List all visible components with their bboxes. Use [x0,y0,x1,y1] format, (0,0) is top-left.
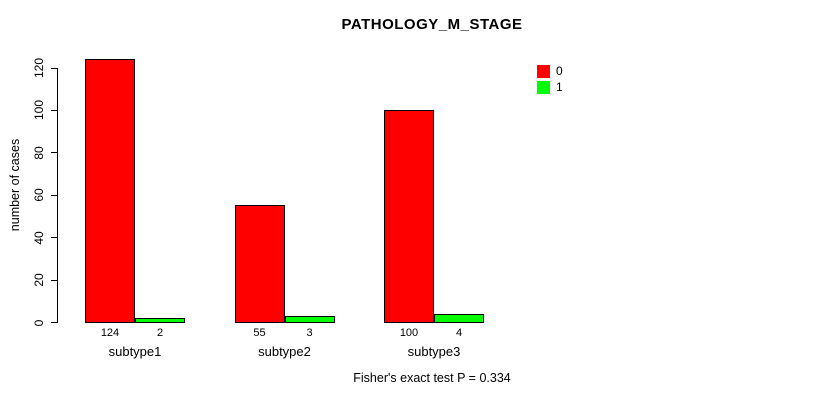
y-axis-tick [51,279,57,281]
bar-series0-subtype3 [384,109,434,323]
y-axis-tick-label: 60 [32,188,46,202]
legend-swatch-0 [537,64,550,78]
y-axis-line [57,67,58,323]
legend-label: 1 [556,80,563,94]
bar-count-label: 4 [455,327,463,339]
bar-series1-subtype1 [135,317,185,323]
y-axis-tick-label: 40 [32,230,46,245]
y-axis-tick [51,322,57,323]
legend-item: 0 [537,64,563,78]
y-axis-tick [51,194,57,196]
y-axis-tick [51,237,57,239]
y-axis-tick [51,152,57,154]
bar-count-label: 2 [156,327,164,339]
y-axis-label: number of cases [8,138,22,232]
chart-title: PATHOLOGY_M_STAGE [341,16,523,33]
y-axis-tick-label: 0 [32,319,46,326]
bar-count-label: 55 [253,327,266,339]
bar-series0-subtype2 [234,205,285,323]
y-axis-tick-label: 20 [32,273,46,287]
bar-count-label: 3 [306,327,313,339]
y-axis-tick [51,109,57,111]
x-category-label: subtype3 [407,344,461,359]
bar-count-label: 100 [399,327,419,339]
y-axis-tick-label: 120 [32,57,46,79]
legend-label: 0 [556,64,563,78]
bar-series1-subtype3 [434,313,484,323]
legend-swatch-1 [537,80,550,94]
stat-annotation: Fisher's exact test P = 0.334 [353,371,511,385]
bar-series0-subtype1 [85,59,135,323]
legend-item: 1 [537,80,563,94]
y-axis-tick-label: 80 [32,146,46,160]
bar-count-label: 124 [100,327,120,339]
y-axis-tick-label: 100 [32,100,46,121]
x-category-label: subtype1 [108,344,162,359]
y-axis-tick [51,67,57,69]
x-category-label: subtype2 [258,344,311,359]
bar-series1-subtype2 [284,315,335,323]
